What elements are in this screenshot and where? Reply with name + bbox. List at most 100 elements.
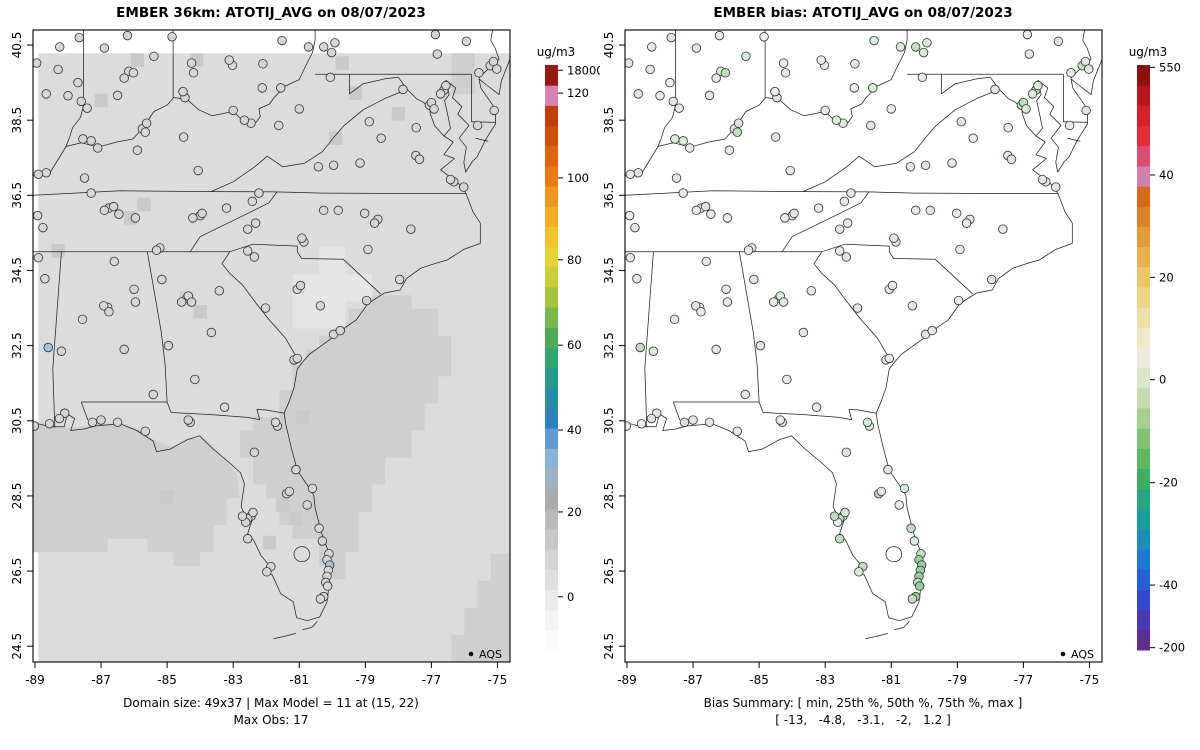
aqs-site-point [1066,68,1076,78]
aqs-site-point [1053,36,1064,46]
aqs-site-point [77,314,88,325]
aqs-site-point [854,567,864,577]
colorbar-tick-label: 550 [1159,60,1181,74]
state-boundary-line [229,243,381,295]
state-boundary-line [894,621,910,631]
aqs-site-point [1024,49,1035,59]
y-axis-tick-label: 36.5 [10,182,24,209]
x-axis-tick-label: -83 [815,673,835,687]
map-plot-area: AQS [625,30,1102,661]
aqs-site-point [188,68,199,78]
aqs-site-point [700,201,711,212]
model-map-canvas: AQS -89 -87 -85 -83 -81 -79 -77 -75 24.5 26.5 28.5 3… [10,29,600,687]
model-raster-cell [160,489,174,504]
aqs-site-point [706,209,716,219]
colorbar-tick-label: 18000 [567,63,600,77]
aqs-site-point [876,486,887,497]
aqs-site-point [79,173,90,183]
aqs-site-point [917,72,927,83]
colorbar-segment [1137,286,1150,308]
aqs-site-point [243,534,253,544]
y-axis-tick-label: 36.5 [602,182,616,209]
aqs-site-point [798,327,809,338]
colorbar-segment [1137,448,1150,469]
aqs-site-point [835,246,845,256]
aqs-site-point [910,205,921,216]
state-boundary-line [80,401,89,421]
colorbar-segment [1137,226,1150,248]
aqs-site-point [850,59,860,69]
aqs-site-point [270,417,281,427]
aqs-site-point [925,205,935,216]
aqs-site-point [842,218,853,228]
aqs-site-point [33,169,43,179]
aqs-site-point [214,286,225,296]
aqs-site-point [862,417,873,427]
colorbar-tick-label: 0 [1159,373,1166,387]
aqs-site-point [868,83,878,93]
colorbar-tick-label: 0 [567,590,574,604]
aqs-site-point [883,464,893,475]
aqs-site-point [315,301,326,311]
aqs-site-point [188,213,198,223]
aqs-site-point [441,80,451,91]
aqs-site-point [759,32,769,42]
aqs-site-point [678,188,688,198]
aqs-site-point [889,233,899,243]
colorbar-tick-label: 60 [567,338,582,352]
state-boundary-line [33,30,316,177]
aqs-site-point [869,35,879,46]
colorbar-segment [1137,65,1150,86]
aqs-site-point [151,245,162,255]
aqs-site-point [696,307,706,317]
lake-okeechobee-outline [293,546,311,563]
aqs-site-point [905,162,916,172]
aqs-site-point [325,72,335,83]
aqs-site-point [432,49,443,59]
colorbar-segment [545,528,558,550]
aqs-site-point [770,86,780,97]
aqs-site-point [333,205,343,216]
aqs-site-point [41,89,51,99]
aqs-site-point [648,346,659,356]
aqs-site-point [364,116,374,127]
colorbar-segment [545,629,558,651]
aqs-site-point [141,118,152,128]
bias-caption-line2: [ -13, -4.8, -3.1, -2, 1.2 ] [775,713,951,727]
aqs-site-point [54,413,65,424]
aqs-site-point [1037,174,1048,185]
colorbar-tick-label: 80 [567,253,582,267]
aqs-site-point [335,325,345,336]
aqs-site-point [1022,30,1033,40]
state-boundary-line [478,30,500,79]
aqs-site-point [625,210,635,221]
aqs-site-point [645,64,655,75]
aqs-site-point [43,342,53,353]
aqs-site-point [96,415,106,425]
colorbar-tick-label: 40 [567,423,582,437]
model-raster-cell [193,305,207,319]
aqs-site-point [108,201,119,212]
colorbar-segment [1137,266,1150,288]
x-axis-tick-label: -77 [1014,673,1034,687]
aqs-site-point [714,30,725,41]
aqs-site-point [669,314,680,325]
aqs-site-point [33,210,43,221]
aqs-site-point [262,567,272,577]
colorbar-segment [545,286,558,308]
aqs-site-point [239,115,250,125]
aqs-site-point [149,51,159,62]
y-axis-tick-label: 28.5 [602,483,616,510]
x-axis-tick-label: -77 [422,673,442,687]
colorbar-segment [1137,327,1150,348]
colorbar-segment [545,125,558,147]
aqs-site-point [636,419,647,429]
colorbar-tick-label: -200 [1159,641,1185,655]
model-raster-cell [94,93,108,108]
colorbar-segment [1137,145,1150,167]
aqs-site-point [163,340,174,351]
aqs-site-point [328,160,339,170]
aqs-site-point [671,173,682,183]
aqs-site-point [430,30,441,40]
aqs-site-point [722,297,733,307]
